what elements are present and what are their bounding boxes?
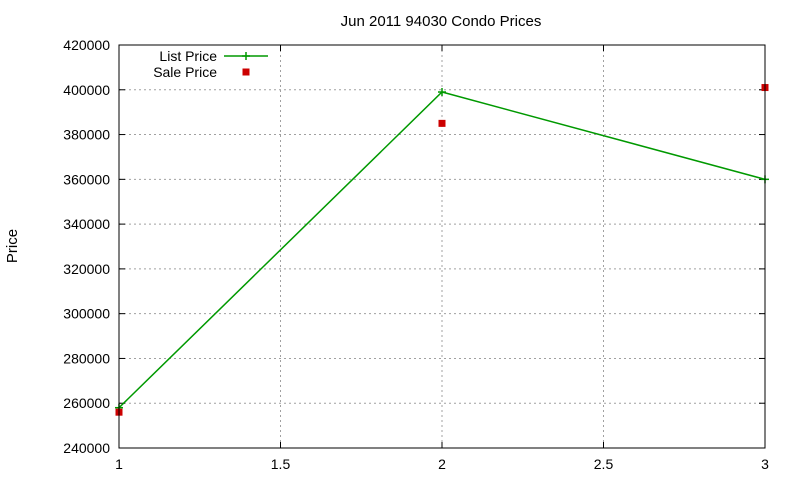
y-tick-label: 400000 xyxy=(63,82,110,98)
legend-label: Sale Price xyxy=(153,64,217,80)
legend-marker xyxy=(242,68,250,76)
y-tick-label: 420000 xyxy=(63,37,110,53)
x-tick-label: 3 xyxy=(761,456,769,472)
chart-title: Jun 2011 94030 Condo Prices xyxy=(341,13,542,30)
x-tick-label: 2.5 xyxy=(594,456,614,472)
y-tick-label: 280000 xyxy=(63,350,110,366)
y-tick-label: 380000 xyxy=(63,127,110,143)
y-tick-label: 240000 xyxy=(63,440,110,456)
y-tick-label: 300000 xyxy=(63,306,110,322)
plot-frame xyxy=(118,44,766,449)
y-axis-label: Price xyxy=(4,229,21,263)
y-tick-label: 260000 xyxy=(63,395,110,411)
legend-label: List Price xyxy=(159,48,217,64)
axes: 240000 260000 280000 300000 320000 340000 3600… xyxy=(63,37,769,472)
y-tick-label: 360000 xyxy=(63,171,110,187)
legend-marker xyxy=(242,52,250,60)
y-tick-label: 320000 xyxy=(63,261,110,277)
x-tick-label: 1 xyxy=(115,456,123,472)
sale-price-point xyxy=(438,119,446,127)
list-price-point xyxy=(438,88,446,97)
grid-lines xyxy=(119,45,765,448)
x-tick-label: 2 xyxy=(438,456,446,472)
x-tick-label: 1.5 xyxy=(271,456,291,472)
y-tick-label: 340000 xyxy=(63,216,110,232)
